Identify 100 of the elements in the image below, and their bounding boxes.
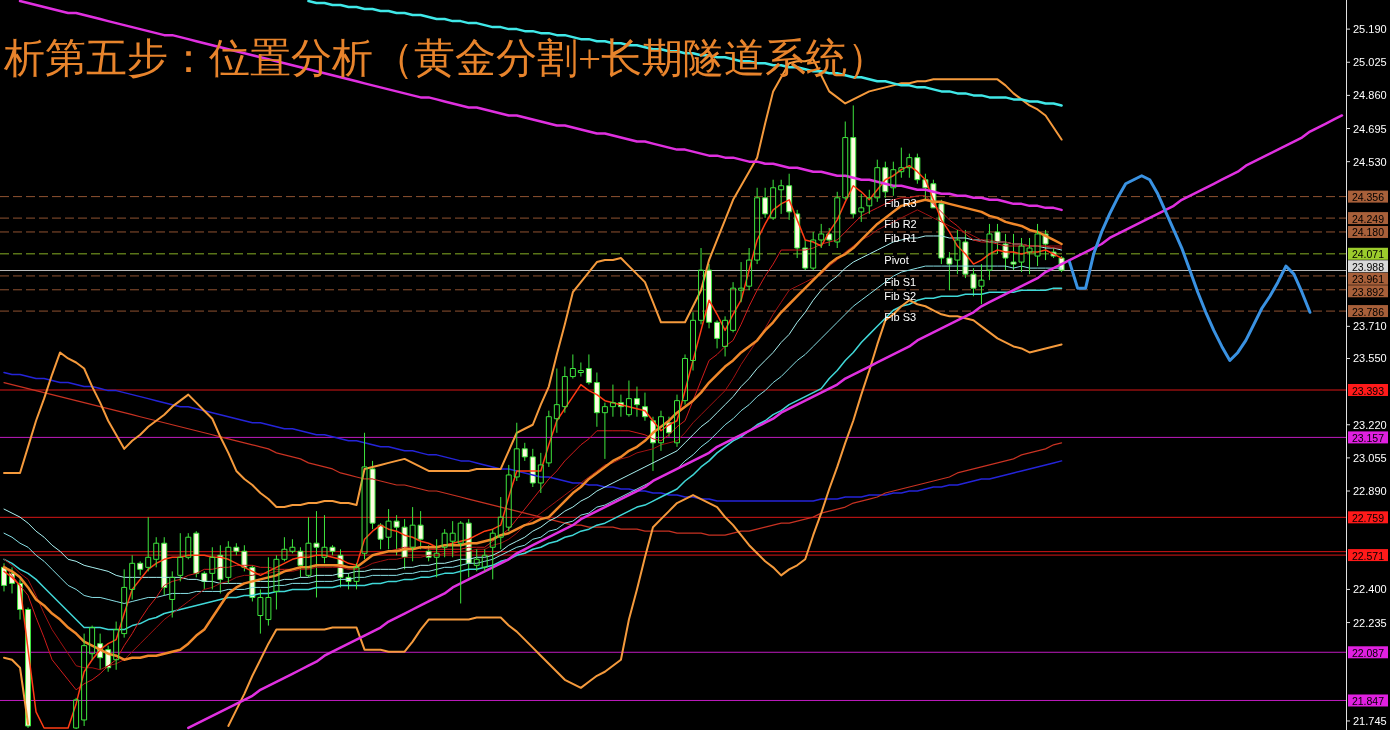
- y-tick-label: 22.400: [1353, 583, 1387, 596]
- candlestick: [866, 189, 873, 215]
- ref-line-label: 24.249: [1351, 212, 1385, 225]
- candlestick: [545, 410, 552, 468]
- candlestick: [561, 366, 568, 414]
- candlestick: [217, 544, 224, 594]
- y-tick-label: 22.890: [1353, 485, 1387, 498]
- annotation: Fib S1: [884, 275, 917, 288]
- candlestick: [457, 520, 464, 604]
- line-series: [3, 381, 1063, 536]
- candlestick: [842, 121, 849, 201]
- candlestick: [81, 633, 88, 727]
- candlestick: [722, 315, 729, 357]
- candlestick: [625, 380, 632, 418]
- candlestick: [609, 384, 616, 418]
- candlestick: [113, 621, 120, 671]
- ref-line-label: 22.759: [1351, 511, 1385, 524]
- candlestick: [569, 353, 576, 380]
- ref-line-label: 23.892: [1351, 285, 1385, 298]
- candlestick: [209, 546, 216, 590]
- candlestick: [601, 402, 608, 460]
- y-tick-label: 22.235: [1353, 616, 1387, 629]
- candlestick: [481, 548, 488, 572]
- y-tick-label: 24.695: [1353, 122, 1387, 135]
- annotation: Pivot: [884, 253, 909, 266]
- candlestick: [906, 153, 913, 179]
- y-tick-label: 21.745: [1353, 714, 1387, 727]
- candlestick: [89, 625, 96, 661]
- candlestick: [441, 528, 448, 558]
- candlestick: [890, 161, 897, 197]
- candlestick: [129, 554, 136, 600]
- candlestick: [153, 536, 160, 568]
- annotation: Fib S2: [884, 289, 917, 302]
- candlestick: [513, 422, 520, 482]
- candlestick: [754, 187, 761, 265]
- candlestick: [738, 261, 745, 303]
- candlestick: [121, 568, 128, 639]
- candlestick: [585, 353, 592, 386]
- y-tick-label: 23.550: [1353, 352, 1387, 365]
- y-tick-label: 23.220: [1353, 418, 1387, 431]
- annotation: Fib R1: [884, 231, 917, 244]
- candlestick: [674, 394, 680, 448]
- candlestick: [770, 179, 777, 221]
- candlestick: [802, 239, 809, 271]
- candlestick: [762, 187, 769, 219]
- candlestick: [714, 319, 721, 349]
- candlestick: [233, 542, 240, 556]
- ref-line-label: 22.571: [1351, 549, 1385, 562]
- candlestick: [225, 540, 232, 584]
- candlestick: [826, 227, 833, 247]
- candlestick: [577, 361, 584, 378]
- y-tick-label: 25.025: [1353, 56, 1387, 69]
- candlestick: [730, 281, 737, 333]
- candlestick: [778, 179, 785, 215]
- ref-line-label: 23.786: [1351, 305, 1385, 318]
- candlestick: [193, 530, 200, 578]
- y-tick-label: 24.860: [1353, 89, 1387, 102]
- candlestick: [706, 263, 713, 329]
- candlestick: [473, 548, 480, 572]
- candlestick: [201, 570, 208, 590]
- candlestick: [449, 520, 456, 558]
- line-series: [3, 371, 1063, 502]
- candlestick: [633, 386, 640, 418]
- ref-line-label: 24.071: [1351, 248, 1385, 261]
- candlestick: [786, 173, 793, 221]
- annotation: Fib R2: [884, 218, 917, 231]
- ref-line-label: 23.157: [1351, 431, 1385, 444]
- candlestick: [433, 538, 440, 578]
- candlestick: [185, 532, 192, 560]
- ref-line-label: 23.961: [1351, 273, 1385, 286]
- candlestick: [810, 231, 817, 271]
- ref-line-label: 24.180: [1351, 226, 1385, 239]
- line-series: [1068, 174, 1312, 362]
- candlestick: [658, 410, 664, 452]
- ref-line-label: 24.356: [1351, 191, 1385, 204]
- ref-line-label: 22.087: [1351, 646, 1385, 659]
- candlestick: [161, 536, 168, 596]
- candlestick: [682, 353, 688, 406]
- candlestick: [537, 452, 544, 494]
- y-tick-label: 24.530: [1353, 155, 1387, 168]
- candlestick: [818, 223, 825, 249]
- candlestick: [145, 516, 152, 572]
- candlestick: [593, 372, 600, 428]
- y-tick-label: 23.055: [1353, 451, 1387, 464]
- candlestick: [489, 528, 496, 580]
- ref-line-label: 23.988: [1351, 260, 1385, 273]
- candlestick: [169, 570, 176, 619]
- candlestick: [73, 697, 80, 730]
- candlestick: [834, 191, 841, 249]
- candlestick: [698, 247, 705, 325]
- ref-line-label: 23.393: [1351, 384, 1385, 397]
- candlestick: [505, 464, 512, 532]
- y-tick-label: 25.190: [1353, 23, 1387, 36]
- candlestick: [177, 532, 184, 582]
- candlestick: [137, 560, 144, 576]
- candlestick: [746, 247, 753, 291]
- candlestick: [898, 147, 905, 179]
- candlestick: [521, 442, 528, 462]
- candlestick: [874, 159, 881, 203]
- y-tick-label: 23.710: [1353, 320, 1387, 333]
